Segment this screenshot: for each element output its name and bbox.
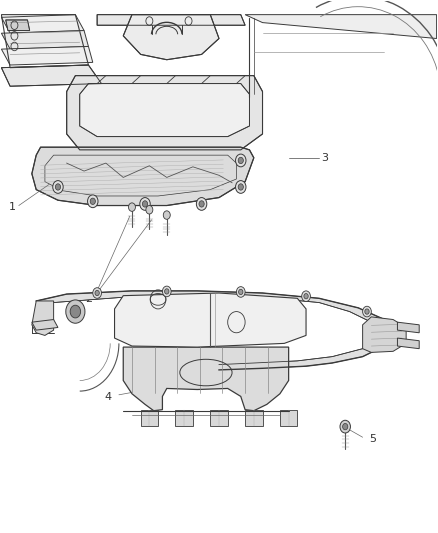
Circle shape	[365, 309, 369, 314]
Circle shape	[146, 206, 153, 214]
Polygon shape	[397, 338, 419, 349]
Polygon shape	[97, 14, 245, 25]
Circle shape	[53, 181, 63, 193]
Circle shape	[302, 291, 311, 302]
Polygon shape	[245, 14, 437, 38]
Polygon shape	[123, 14, 219, 60]
Circle shape	[196, 198, 207, 211]
Circle shape	[165, 289, 169, 294]
Text: 2: 2	[85, 294, 92, 304]
Circle shape	[88, 195, 98, 208]
Circle shape	[237, 287, 245, 297]
Polygon shape	[280, 410, 297, 425]
Polygon shape	[176, 410, 193, 425]
Polygon shape	[397, 322, 419, 333]
Circle shape	[199, 201, 204, 207]
Circle shape	[95, 290, 99, 296]
Circle shape	[142, 201, 148, 207]
Polygon shape	[67, 76, 262, 150]
Polygon shape	[123, 347, 289, 411]
Polygon shape	[6, 20, 30, 30]
Circle shape	[55, 184, 60, 190]
Polygon shape	[1, 65, 102, 86]
Polygon shape	[36, 291, 393, 370]
Polygon shape	[32, 147, 254, 206]
Polygon shape	[1, 46, 93, 65]
Circle shape	[128, 203, 135, 212]
Circle shape	[66, 300, 85, 323]
Circle shape	[163, 211, 170, 219]
Circle shape	[343, 423, 348, 430]
Polygon shape	[210, 410, 228, 425]
Polygon shape	[141, 410, 158, 425]
Circle shape	[340, 420, 350, 433]
Polygon shape	[80, 84, 250, 136]
Circle shape	[140, 198, 150, 211]
Polygon shape	[32, 319, 58, 330]
Polygon shape	[245, 410, 262, 425]
Circle shape	[239, 289, 243, 295]
Circle shape	[238, 157, 244, 164]
Circle shape	[162, 286, 171, 297]
Text: 1: 1	[9, 202, 16, 212]
Polygon shape	[115, 293, 306, 347]
Circle shape	[238, 184, 244, 190]
Circle shape	[90, 198, 95, 205]
Text: 3: 3	[321, 153, 328, 163]
Circle shape	[363, 306, 371, 317]
Polygon shape	[363, 317, 406, 352]
Circle shape	[236, 154, 246, 167]
Circle shape	[236, 181, 246, 193]
Polygon shape	[1, 14, 84, 33]
Text: 4: 4	[104, 392, 112, 402]
Polygon shape	[32, 301, 53, 335]
Circle shape	[304, 294, 308, 299]
Circle shape	[70, 305, 81, 318]
Polygon shape	[1, 30, 88, 49]
Text: 5: 5	[369, 434, 376, 445]
Circle shape	[93, 288, 102, 298]
